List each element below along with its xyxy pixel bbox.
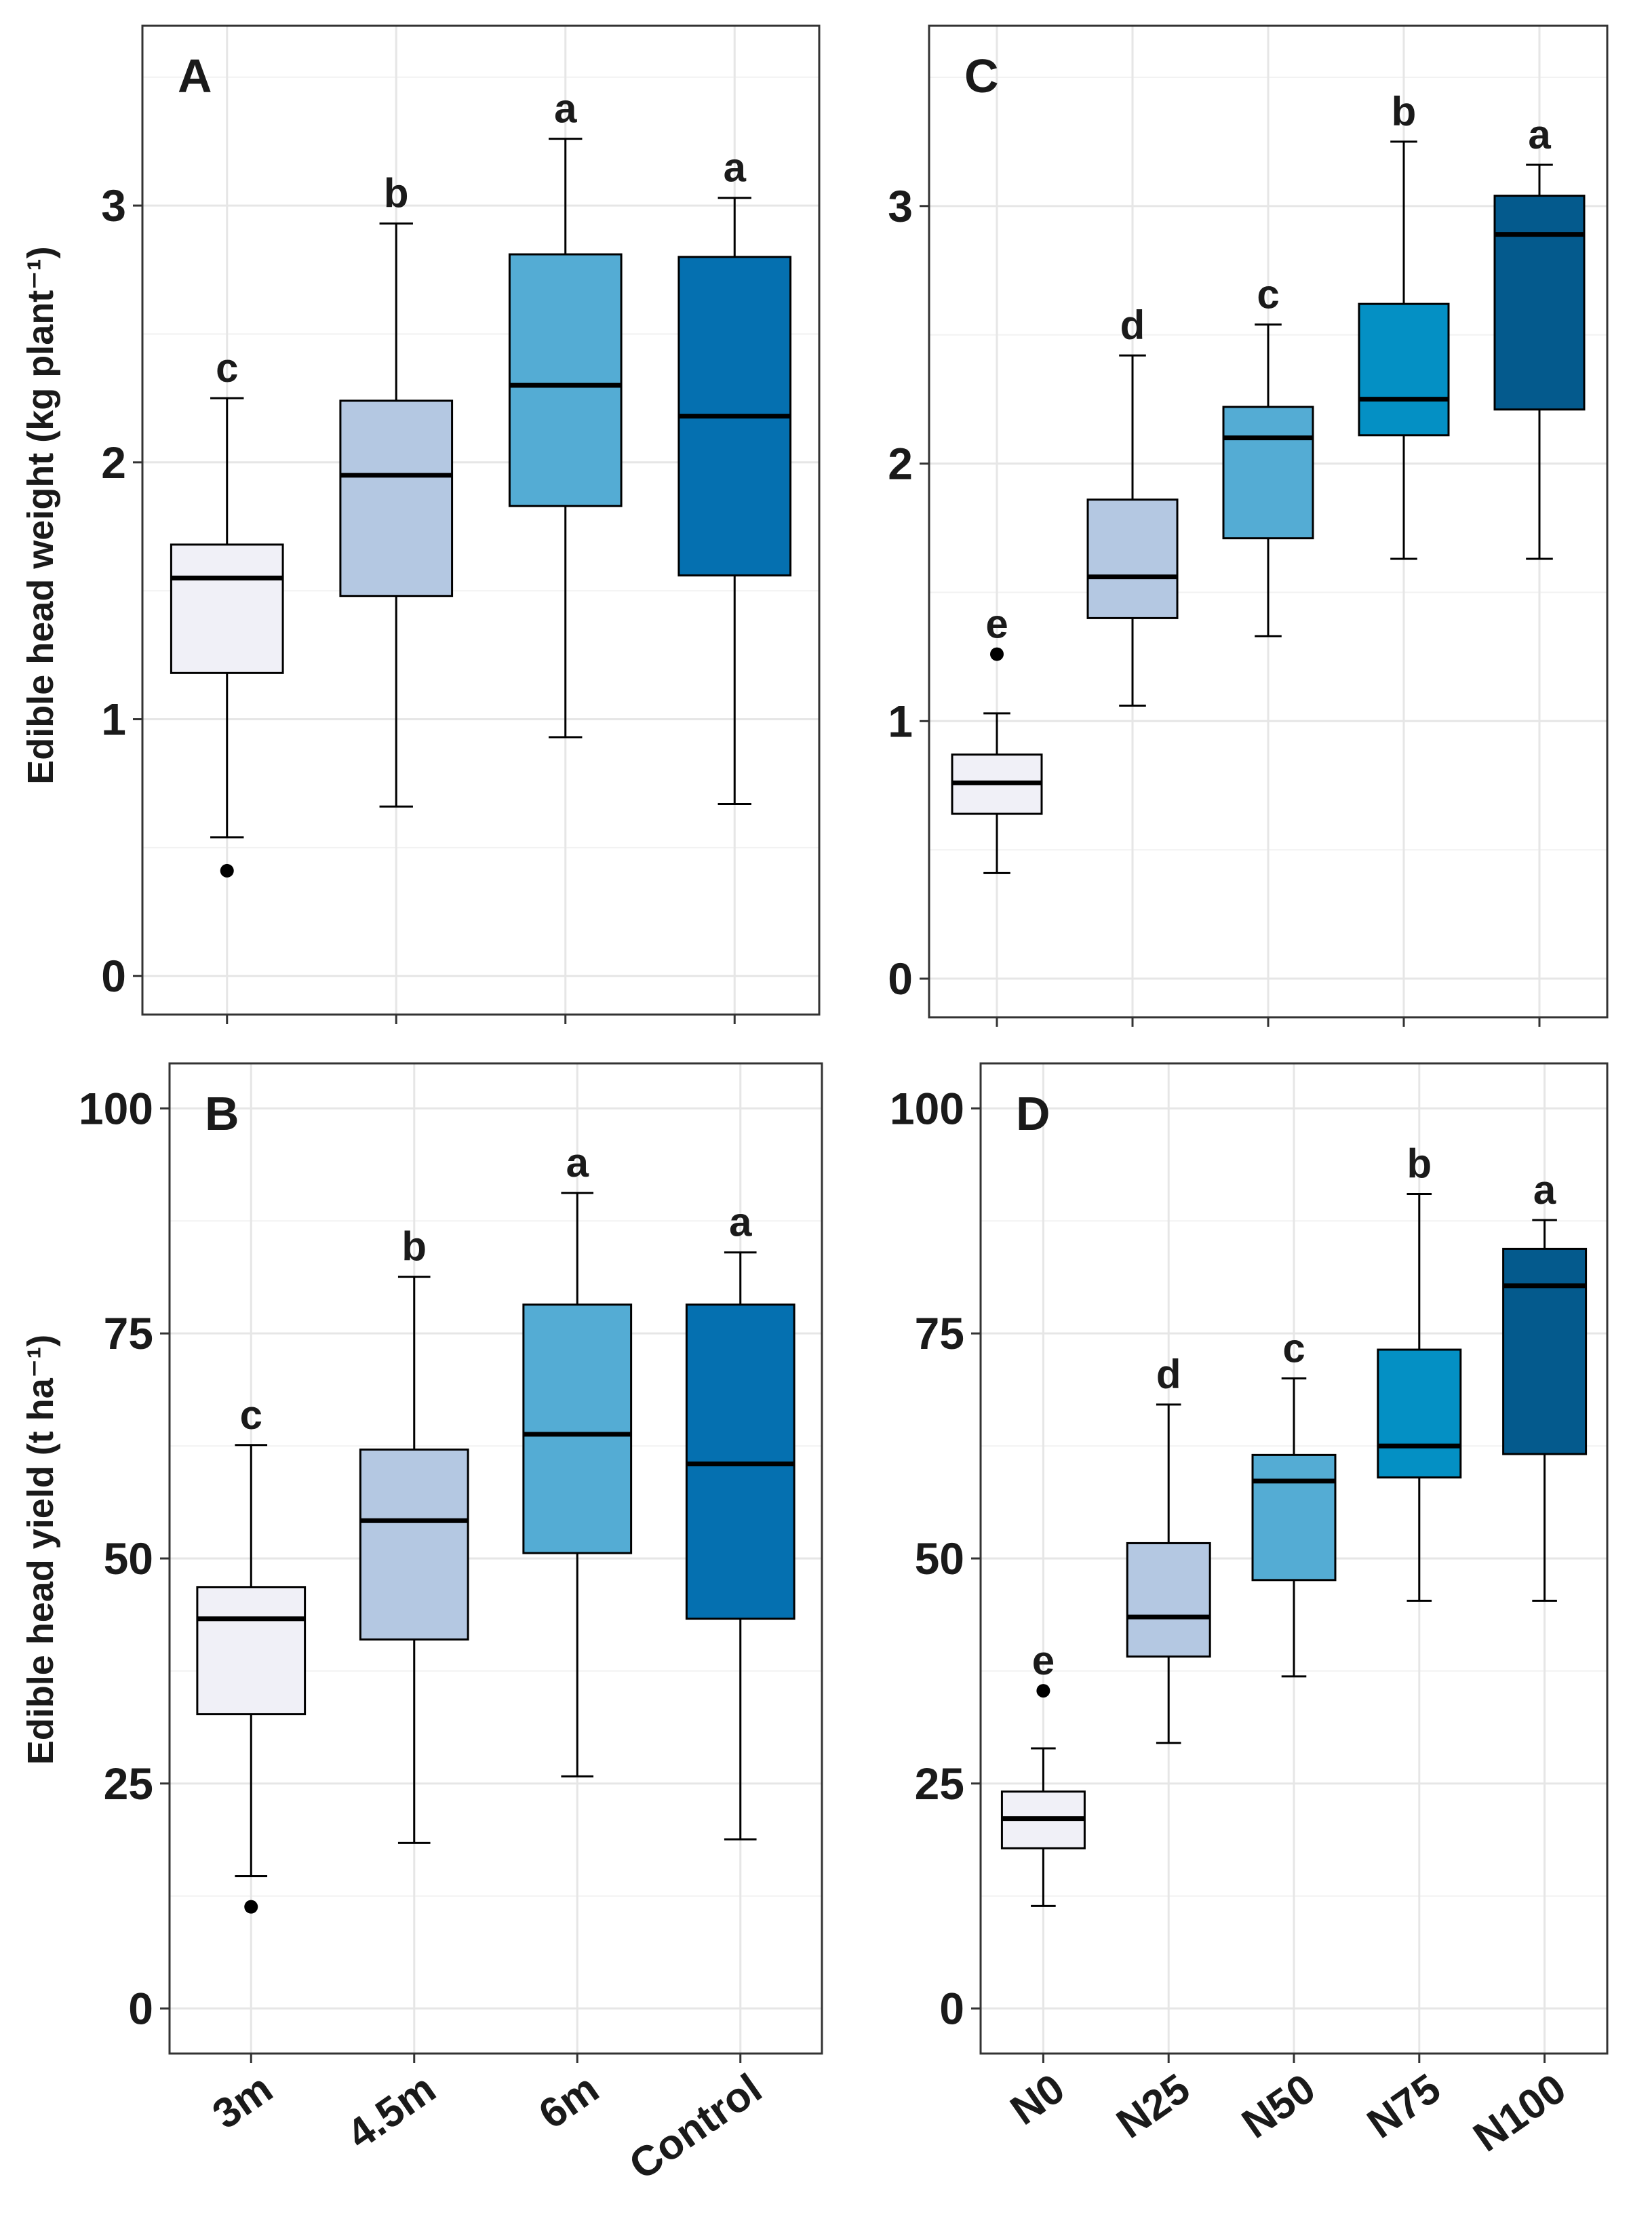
- significance-letter: e: [1032, 1638, 1055, 1683]
- panel-c: 0 1 2 3 e d c b a C: [888, 24, 1609, 1027]
- y-tick-label: 50: [915, 1533, 964, 1584]
- box-n100: [1502, 1247, 1588, 1455]
- box-45m: [359, 1448, 469, 1641]
- significance-letter: d: [1120, 302, 1145, 348]
- box-n75: [1377, 1348, 1462, 1479]
- significance-letter: a: [1528, 112, 1551, 157]
- box-n50: [1222, 406, 1314, 540]
- significance-letter: a: [724, 145, 747, 191]
- significance-letter: b: [1407, 1141, 1432, 1186]
- significance-letter: c: [1282, 1326, 1305, 1371]
- y-tick-label: 1: [101, 694, 126, 744]
- y-tick-label: 100: [890, 1083, 964, 1133]
- box-3m: [196, 1586, 307, 1716]
- panel-tag: B: [205, 1087, 239, 1140]
- y-tick-label: 75: [915, 1308, 964, 1358]
- outlier-point: [1036, 1684, 1050, 1698]
- panel-tag: C: [964, 50, 999, 102]
- box-6m: [522, 1303, 633, 1554]
- box-n25: [1086, 498, 1179, 619]
- significance-letter: a: [729, 1200, 752, 1245]
- box-n25: [1126, 1542, 1211, 1658]
- box-6m: [508, 253, 623, 507]
- y-tick-label: 50: [104, 1533, 153, 1584]
- box-n100: [1493, 195, 1586, 411]
- panel-tag: A: [178, 50, 212, 102]
- significance-letter: b: [1392, 89, 1417, 134]
- outlier-point: [220, 863, 234, 878]
- y-tick-label: 3: [888, 181, 913, 231]
- box-n50: [1251, 1453, 1337, 1582]
- y-tick-label: 75: [104, 1308, 153, 1358]
- significance-letter: b: [401, 1224, 427, 1270]
- significance-letter: a: [566, 1140, 589, 1185]
- panel-border: [141, 24, 821, 1016]
- y-tick-label: 25: [104, 1759, 153, 1809]
- box-n75: [1358, 302, 1450, 437]
- y-axis-title-bottom: Edible head yield (t ha⁻¹): [20, 1335, 61, 1765]
- panel-tag: D: [1016, 1087, 1050, 1140]
- box-45m: [339, 399, 454, 597]
- outlier-point: [990, 647, 1004, 661]
- significance-letter: b: [384, 171, 409, 216]
- y-tick-label: 1: [888, 696, 913, 746]
- significance-letter: a: [554, 86, 577, 132]
- y-tick-label: 100: [79, 1083, 153, 1133]
- outlier-point: [244, 1900, 258, 1914]
- significance-letter: c: [240, 1392, 262, 1438]
- y-tick-label: 0: [101, 951, 126, 1001]
- y-tick-label: 0: [939, 1984, 964, 2034]
- y-tick-label: 0: [128, 1984, 153, 2034]
- significance-letter: c: [216, 345, 238, 391]
- panel-a: 0 1 2 3 c b a a A: [101, 24, 821, 1024]
- significance-letter: a: [1533, 1167, 1556, 1213]
- y-axis-title-top: Edible head weight (kg plant⁻¹): [20, 246, 61, 785]
- box-3m: [170, 543, 284, 674]
- significance-letter: c: [1257, 271, 1279, 317]
- y-tick-label: 2: [101, 437, 126, 488]
- y-tick-label: 2: [888, 439, 913, 489]
- significance-letter: e: [985, 602, 1008, 647]
- y-tick-label: 3: [101, 180, 126, 231]
- significance-letter: d: [1156, 1352, 1181, 1397]
- y-tick-label: 25: [915, 1759, 964, 1809]
- y-tick-label: 0: [888, 954, 913, 1004]
